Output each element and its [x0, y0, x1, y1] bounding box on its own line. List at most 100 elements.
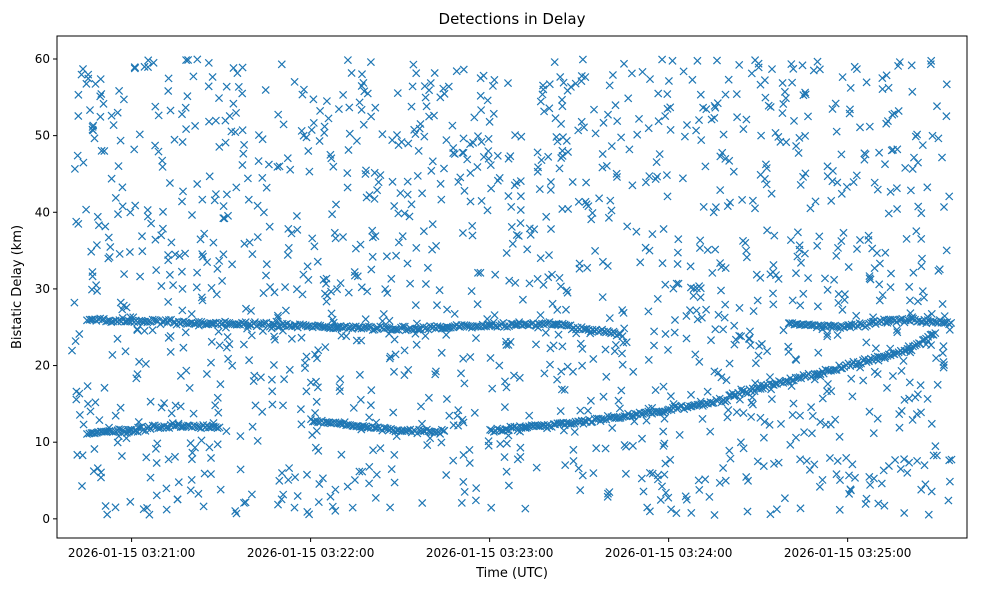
data-point — [629, 367, 638, 376]
data-point — [884, 461, 893, 471]
data-point — [833, 330, 842, 340]
data-point — [693, 315, 702, 324]
data-point — [477, 196, 486, 205]
data-point — [393, 89, 402, 98]
data-point — [389, 408, 398, 417]
data-point — [940, 312, 949, 321]
data-point — [819, 369, 828, 378]
data-point — [797, 374, 806, 383]
data-point — [233, 69, 242, 78]
data-point — [85, 106, 95, 115]
data-point — [367, 265, 376, 274]
data-point — [101, 222, 110, 231]
data-point — [248, 422, 257, 431]
data-point — [852, 311, 861, 320]
data-point — [198, 195, 207, 204]
data-point — [146, 473, 155, 482]
data-point — [918, 141, 927, 150]
data-point — [562, 286, 571, 295]
data-point — [103, 510, 112, 519]
data-point — [933, 380, 942, 389]
data-point — [331, 506, 340, 515]
data-point — [667, 505, 676, 514]
data-point — [343, 482, 352, 491]
data-point — [106, 242, 115, 252]
data-point — [157, 231, 166, 240]
data-point — [284, 224, 293, 233]
data-point — [545, 104, 554, 113]
data-point — [909, 268, 918, 277]
data-point — [331, 485, 340, 494]
data-point — [761, 160, 770, 169]
data-point — [929, 451, 938, 460]
data-point — [152, 266, 161, 275]
data-point — [578, 471, 587, 480]
data-point — [92, 316, 101, 325]
data-point — [164, 74, 173, 83]
data-point — [305, 167, 314, 176]
data-point — [273, 162, 282, 171]
data-point — [299, 131, 308, 140]
data-point — [367, 386, 376, 395]
data-point — [692, 306, 701, 315]
data-point — [525, 279, 534, 288]
data-point — [666, 103, 675, 112]
data-point — [321, 343, 330, 352]
chart-title: Detections in Delay — [439, 10, 586, 28]
data-point — [152, 491, 161, 500]
data-point — [912, 410, 921, 419]
data-point — [484, 134, 493, 143]
data-point — [398, 322, 407, 331]
data-point — [584, 202, 593, 211]
data-point — [502, 439, 511, 448]
data-point — [793, 373, 803, 382]
data-point — [400, 209, 409, 218]
data-point — [742, 246, 751, 255]
data-point — [203, 258, 212, 267]
data-point — [763, 226, 772, 235]
data-point — [769, 300, 778, 309]
data-point — [322, 297, 331, 306]
data-point — [468, 231, 477, 240]
data-point — [809, 66, 818, 75]
data-point — [245, 238, 254, 247]
data-point — [833, 243, 843, 252]
data-point — [345, 129, 354, 138]
data-point — [587, 215, 596, 224]
data-point — [644, 124, 653, 133]
data-point — [796, 258, 806, 267]
data-point — [613, 117, 622, 126]
data-point — [511, 131, 520, 140]
data-point — [735, 331, 744, 340]
data-point — [269, 360, 278, 370]
data-point — [218, 276, 227, 285]
data-point — [366, 401, 375, 410]
data-point — [583, 263, 592, 272]
data-point — [302, 470, 312, 479]
data-point — [884, 209, 893, 218]
data-point — [642, 416, 651, 425]
data-point — [164, 86, 173, 96]
data-point — [880, 160, 890, 169]
data-point — [198, 296, 207, 305]
data-point — [832, 365, 841, 375]
data-point — [862, 338, 871, 347]
data-point — [490, 75, 499, 84]
data-point — [545, 360, 555, 369]
data-point — [178, 137, 187, 147]
data-point — [811, 197, 820, 206]
data-point — [138, 426, 147, 435]
data-point — [829, 365, 838, 375]
data-point — [426, 78, 435, 88]
data-point — [890, 109, 899, 118]
data-point — [275, 162, 284, 171]
data-point — [231, 506, 240, 516]
data-point — [302, 352, 311, 361]
data-point — [835, 432, 844, 441]
data-point — [247, 490, 256, 499]
data-point — [556, 282, 565, 291]
data-point — [330, 228, 339, 237]
data-point — [544, 152, 553, 161]
data-point — [726, 454, 735, 463]
data-point — [511, 278, 520, 287]
